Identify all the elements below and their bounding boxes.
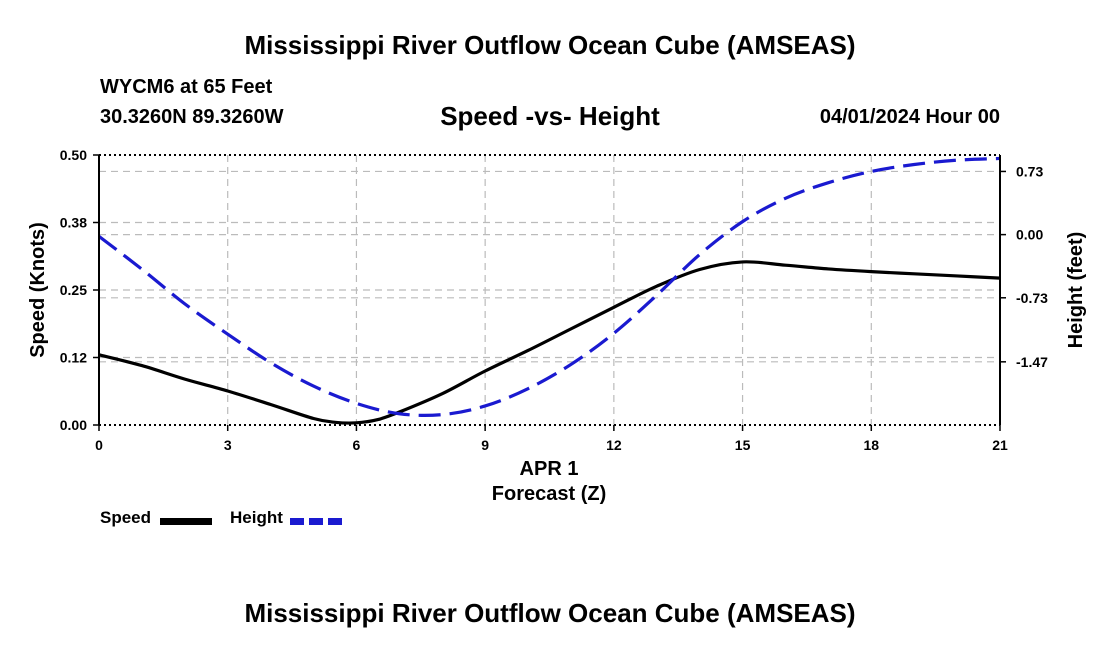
y-tick-label: 0.38 (60, 215, 87, 231)
x-axis-title: Forecast (Z) (492, 483, 606, 505)
y-tick-label: 0.25 (60, 282, 87, 298)
axis-ticks: 0 3 6 9 12 15 18 21 0.00 0.12 0.25 0.38 0.50 -1.47 -0.… (60, 147, 1048, 453)
chart-subtitle: Speed -vs- Height (440, 101, 660, 131)
station-label: WYCM6 at 65 Feet (100, 76, 273, 98)
legend-height-label: Height (230, 508, 283, 527)
y-axis-title-left: Speed (Knots) (27, 222, 49, 358)
grid-lines (99, 155, 1000, 425)
legend-speed-swatch (160, 518, 212, 525)
legend-speed-label: Speed (100, 508, 152, 527)
x-tick-label: 21 (992, 437, 1008, 453)
chart-main-title: Mississippi River Outflow Ocean Cube (AM… (244, 30, 856, 60)
x-tick-label: 15 (735, 437, 751, 453)
series-line-height (98, 156, 1001, 418)
y-tick-label: 0.00 (60, 417, 87, 433)
x-tick-label: 9 (481, 437, 489, 453)
x-tick-label: 0 (95, 437, 103, 453)
y2-tick-label: -0.73 (1016, 290, 1048, 306)
x-tick-label: 12 (606, 437, 622, 453)
x-tick-label: 6 (353, 437, 361, 453)
y-axis-title-right: Height (feet) (1065, 232, 1087, 349)
legend-height-swatch (290, 518, 342, 525)
x-date-label: APR 1 (520, 458, 579, 480)
coordinates-label: 30.3260N 89.3260W (100, 106, 284, 128)
series-line-speed (98, 260, 1001, 425)
y-tick-label: 0.50 (60, 147, 87, 163)
forecast-datetime: 04/01/2024 Hour 00 (819, 106, 1000, 128)
footer-title: Mississippi River Outflow Ocean Cube (AM… (244, 598, 856, 628)
x-tick-label: 18 (863, 437, 879, 453)
y2-tick-label: 0.00 (1016, 227, 1043, 243)
series-lines (98, 156, 1001, 425)
y-tick-label: 0.12 (60, 350, 87, 366)
x-tick-label: 3 (224, 437, 232, 453)
y2-tick-label: -1.47 (1016, 354, 1048, 370)
y2-tick-label: 0.73 (1016, 163, 1043, 179)
